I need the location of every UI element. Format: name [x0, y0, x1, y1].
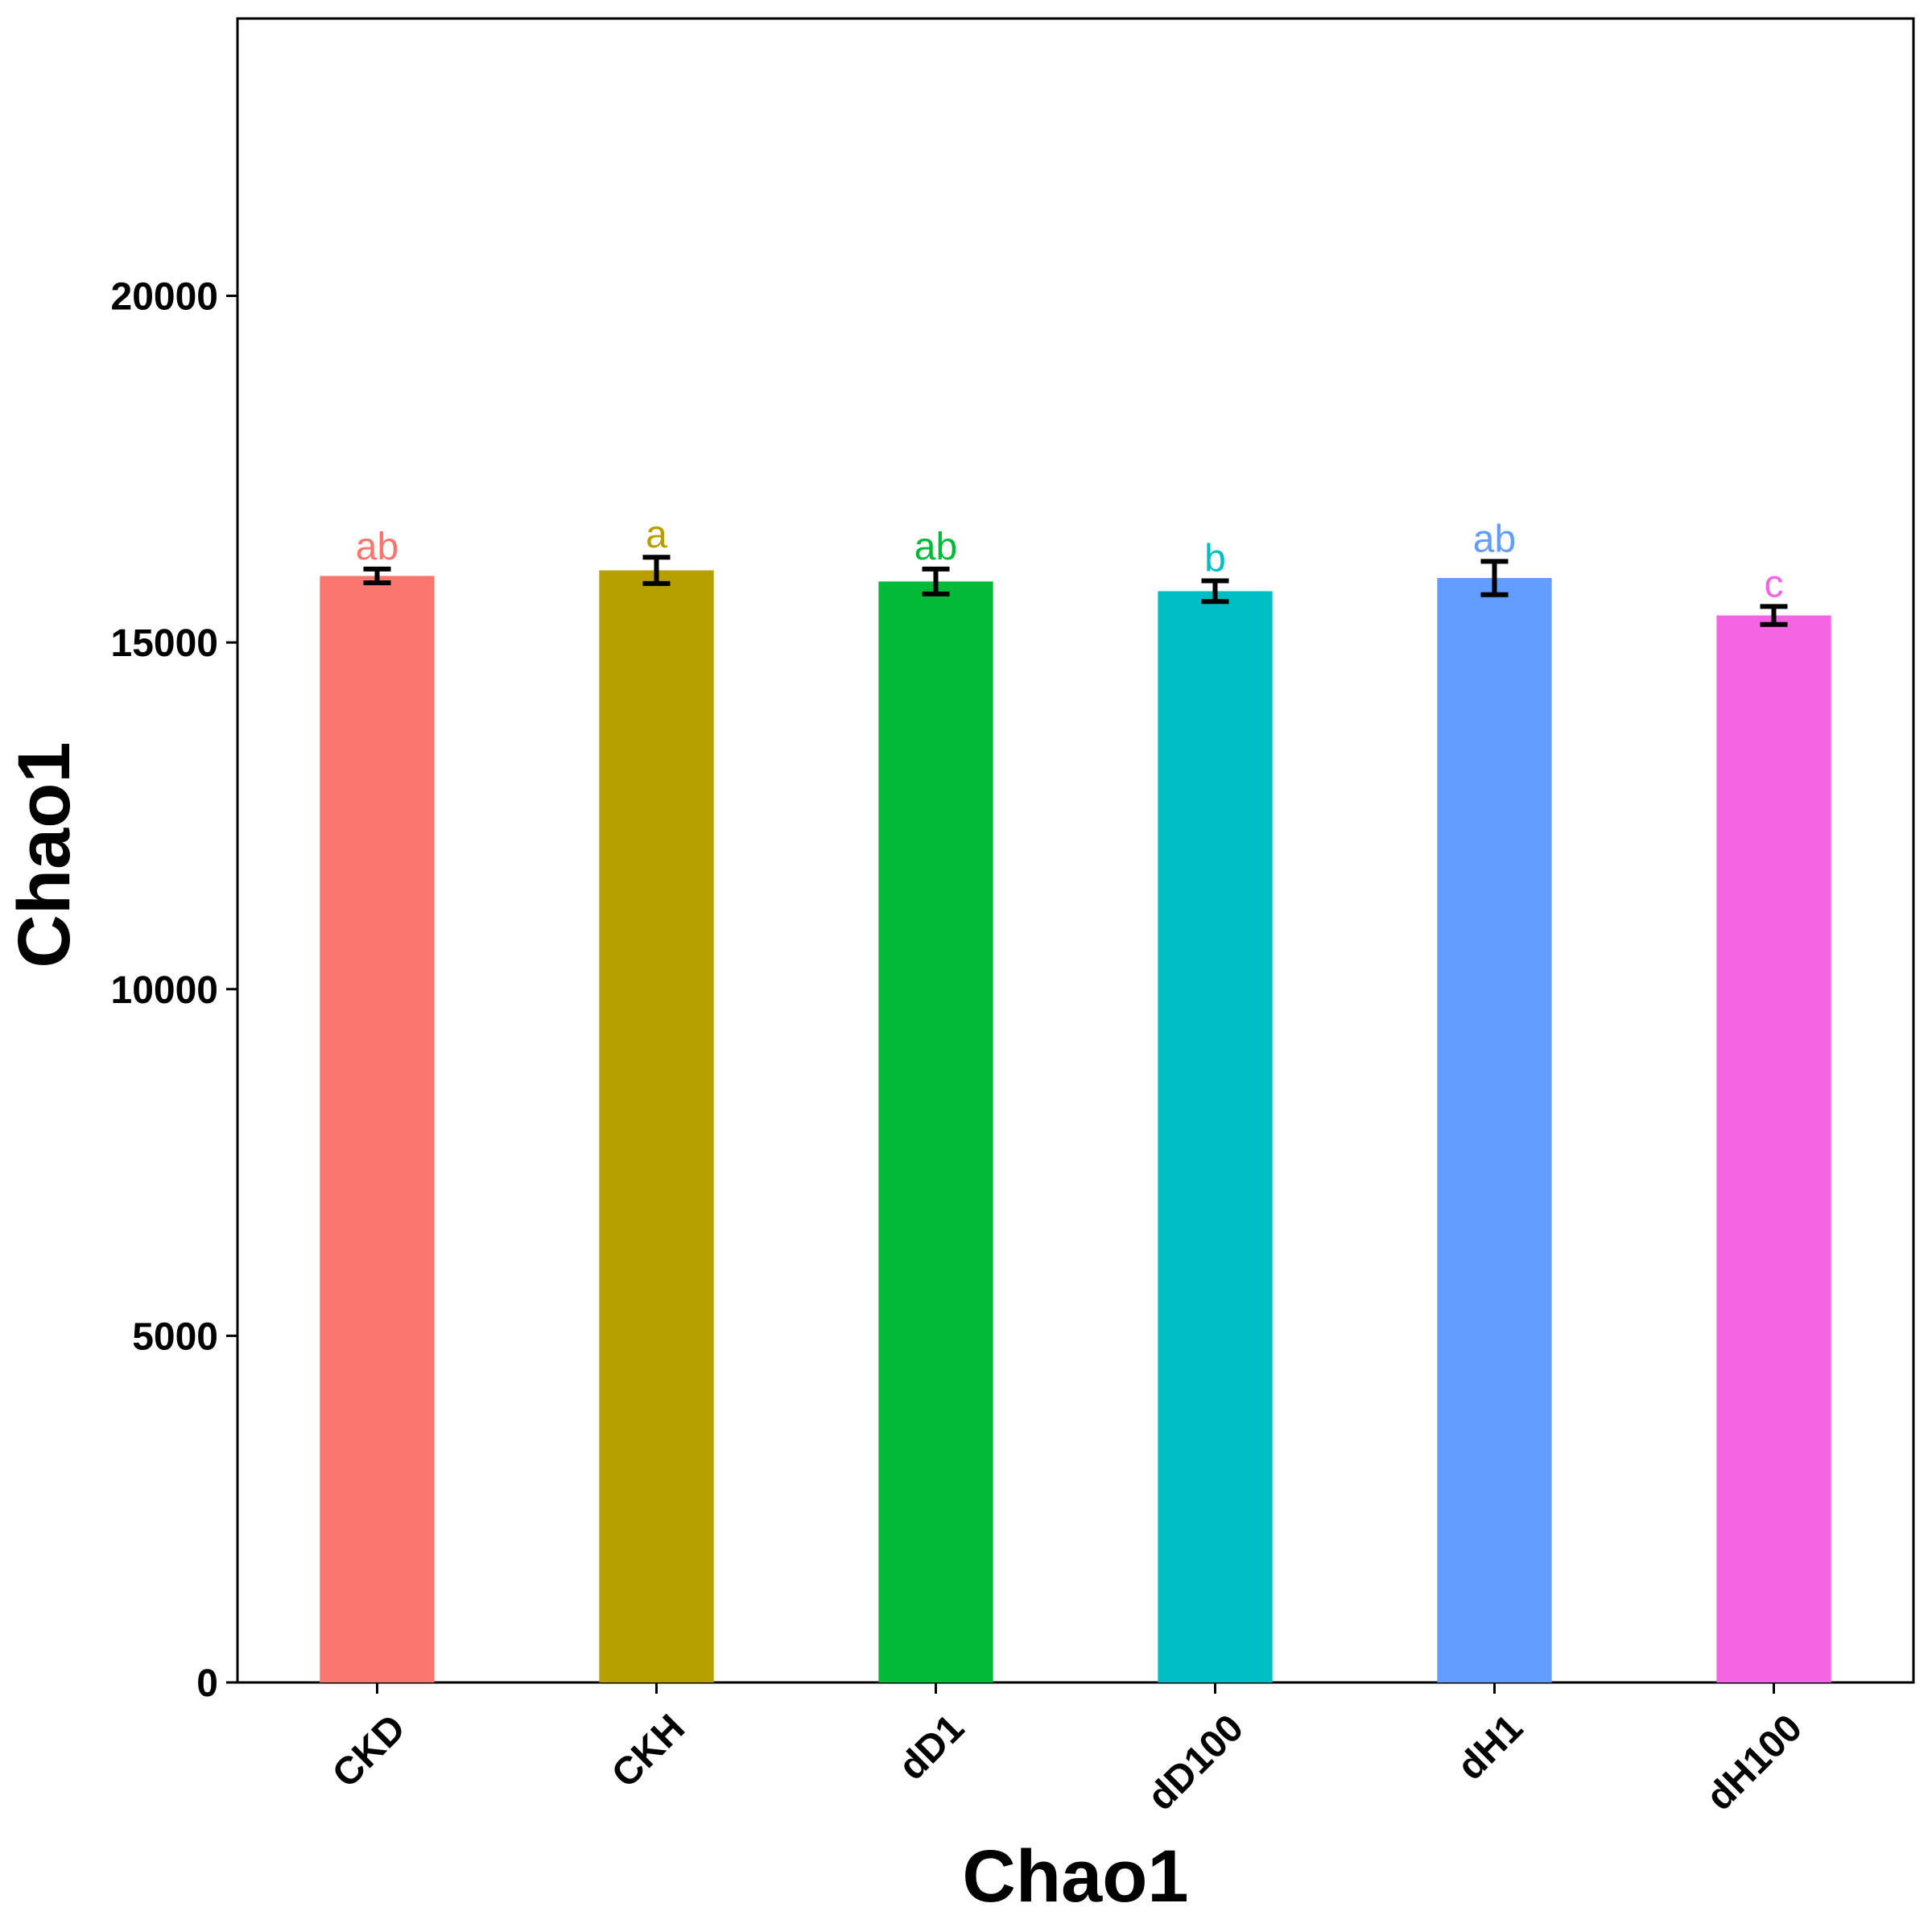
error-bars — [363, 555, 1788, 627]
bar-CKD — [320, 576, 435, 1682]
bar-CKH — [599, 570, 714, 1683]
significance-labels: ab a ab b ab c — [356, 514, 1784, 605]
y-axis-title: Chao1 — [3, 741, 85, 968]
error-bar-CKH — [642, 555, 671, 586]
y-axis: 0 5000 10000 15000 20000 — [111, 276, 237, 1705]
bars — [320, 570, 1831, 1683]
y-tick-label-4: 20000 — [111, 276, 218, 319]
plot-panel — [236, 17, 1915, 1684]
bar-dD100 — [1158, 591, 1273, 1682]
x-tick-label-CKD: CKD — [324, 1707, 414, 1796]
x-tick-label-dD100: dD100 — [1140, 1707, 1252, 1818]
significance-label-CKD: ab — [356, 526, 398, 568]
significance-label-CKH: a — [646, 514, 667, 556]
significance-label-dH100: c — [1765, 563, 1784, 605]
significance-label-dD1: ab — [914, 526, 957, 568]
significance-label-dH1: ab — [1473, 518, 1516, 560]
error-bar-dH100 — [1760, 604, 1788, 627]
error-bar-dH1 — [1480, 559, 1509, 597]
y-tick-label-2: 10000 — [111, 969, 218, 1012]
x-tick-label-dD1: dD1 — [890, 1707, 972, 1789]
x-tick-label-dH100: dH100 — [1699, 1707, 1810, 1818]
error-bar-dD1 — [922, 566, 950, 597]
error-bar-dD100 — [1201, 578, 1229, 605]
significance-label-dD100: b — [1204, 537, 1226, 580]
bar-dH100 — [1716, 615, 1831, 1682]
x-axis: CKD CKH dD1 dD100 dH1 dH100 — [324, 1682, 1810, 1818]
bar-dH1 — [1437, 578, 1552, 1682]
y-tick-label-1: 5000 — [132, 1315, 218, 1358]
bar-dD1 — [878, 581, 993, 1683]
x-axis-title: Chao1 — [962, 1835, 1188, 1918]
y-tick-label-3: 15000 — [111, 622, 218, 665]
error-bar-CKD — [363, 566, 391, 586]
x-tick-label-dH1: dH1 — [1449, 1707, 1531, 1789]
x-tick-label-CKH: CKH — [604, 1707, 693, 1796]
y-tick-label-0: 0 — [196, 1662, 218, 1705]
